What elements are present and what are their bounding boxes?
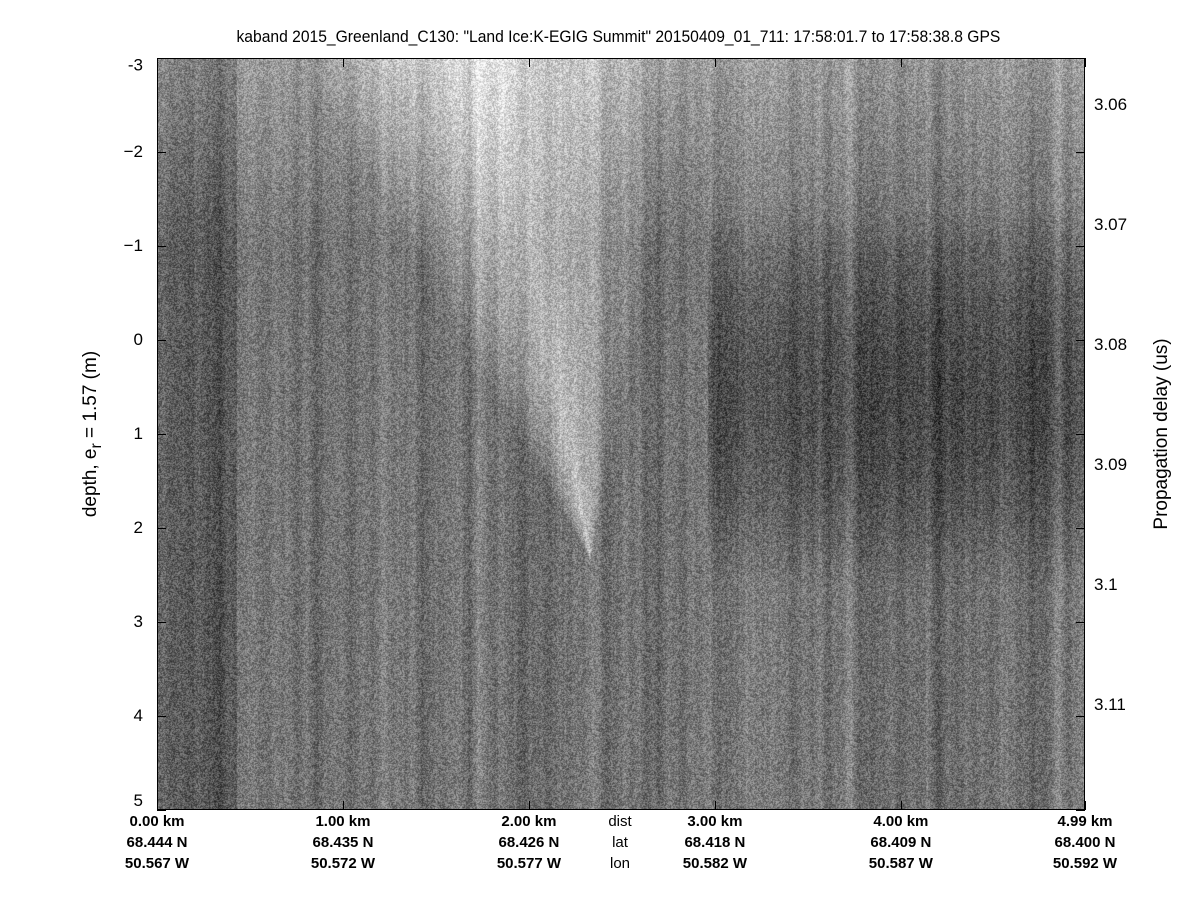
x-dist-label: 4.00 km (873, 813, 929, 830)
x-tick (1085, 58, 1086, 67)
y-tick (157, 528, 166, 529)
y-axis-label: depth, er = 1.57 (m) (80, 351, 106, 517)
y-tick (157, 434, 166, 435)
x-lon-label: 50.592 W (1052, 855, 1118, 872)
x-tick-bottom (1085, 801, 1086, 810)
y-tick-label: −2 (123, 142, 143, 161)
x-tick (157, 58, 158, 67)
y2-tick-label: 3.1 (1094, 575, 1118, 594)
x-tick-bottom (900, 801, 902, 810)
y-label-rest: = 1.57 (m) (80, 350, 102, 444)
y-tick (157, 622, 166, 623)
x-lat-label: 68.409 N (870, 834, 932, 851)
y-tick-right (1076, 58, 1085, 59)
x-lon-label: 50.587 W (868, 855, 933, 872)
x-dist-label: 1.00 km (315, 813, 371, 830)
x-tick-bottom (157, 801, 158, 810)
x-dist-label: 4.99 km (1057, 813, 1113, 830)
y-tick-right (1076, 528, 1085, 529)
y-tick (157, 58, 166, 59)
y-tick-right (1076, 434, 1085, 435)
x-lat-label: 68.418 N (684, 834, 746, 851)
x-dist-label: 3.00 km (687, 813, 743, 830)
x-lat-label: 68.400 N (1054, 834, 1116, 851)
chart-title: kaband 2015_Greenland_C130: "Land Ice:K-… (236, 27, 1001, 46)
x-tick-bottom (342, 801, 344, 810)
x-lon-label: 50.582 W (682, 855, 748, 872)
y-tick-right (1076, 810, 1085, 811)
x-lon-label: 50.572 W (310, 855, 376, 872)
x-tick (528, 58, 530, 67)
plot-area (157, 58, 1085, 810)
y-tick (157, 152, 166, 153)
x-lat-label: 68.426 N (498, 834, 560, 851)
y-tick-label: 5 (133, 791, 143, 810)
y2-tick-label: 3.07 (1094, 215, 1128, 234)
y2-axis-label: Propagation delay (us) (1151, 338, 1172, 530)
y-tick-right (1076, 152, 1085, 153)
y-tick-label: 3 (133, 612, 143, 631)
y2-tick-label: 3.06 (1094, 95, 1128, 114)
y-tick-right (1076, 622, 1085, 623)
y-tick-right (1076, 716, 1085, 717)
x-tick-bottom (714, 801, 716, 810)
x-lat-label: 68.444 N (126, 834, 188, 851)
y-tick-label: 4 (133, 706, 143, 725)
y-label-main: depth, e (80, 448, 102, 518)
echogram-image (157, 58, 1085, 810)
y2-tick-label: 3.09 (1094, 455, 1128, 474)
x-tick-bottom (528, 801, 530, 810)
x-row-label-dist: dist (608, 813, 632, 830)
x-tick (900, 58, 902, 67)
y-tick-right (1076, 246, 1085, 247)
y-tick-right (1076, 340, 1085, 341)
y-tick-label: 2 (133, 518, 143, 537)
x-row-label-lat: lat (612, 834, 628, 851)
y-tick-label: 0 (133, 330, 143, 349)
x-dist-label: 0.00 km (129, 813, 185, 830)
x-row-label-lon: lon (609, 855, 631, 872)
y-label-sub: r (87, 443, 105, 449)
y-tick (157, 810, 166, 811)
y-tick-label: -3 (127, 55, 143, 75)
x-dist-label: 2.00 km (501, 813, 557, 830)
y-tick-label: −1 (123, 236, 143, 255)
x-lon-label: 50.567 W (124, 855, 190, 872)
y-tick (157, 246, 166, 247)
y-tick (157, 716, 166, 717)
x-lon-label: 50.577 W (496, 855, 562, 872)
x-tick (342, 58, 344, 67)
y2-tick-label: 3.11 (1094, 695, 1126, 714)
x-tick (714, 58, 716, 67)
x-lat-label: 68.435 N (312, 834, 374, 851)
y-tick (157, 340, 166, 341)
y-tick-label: 1 (133, 424, 143, 443)
y2-tick-label: 3.08 (1094, 335, 1128, 354)
